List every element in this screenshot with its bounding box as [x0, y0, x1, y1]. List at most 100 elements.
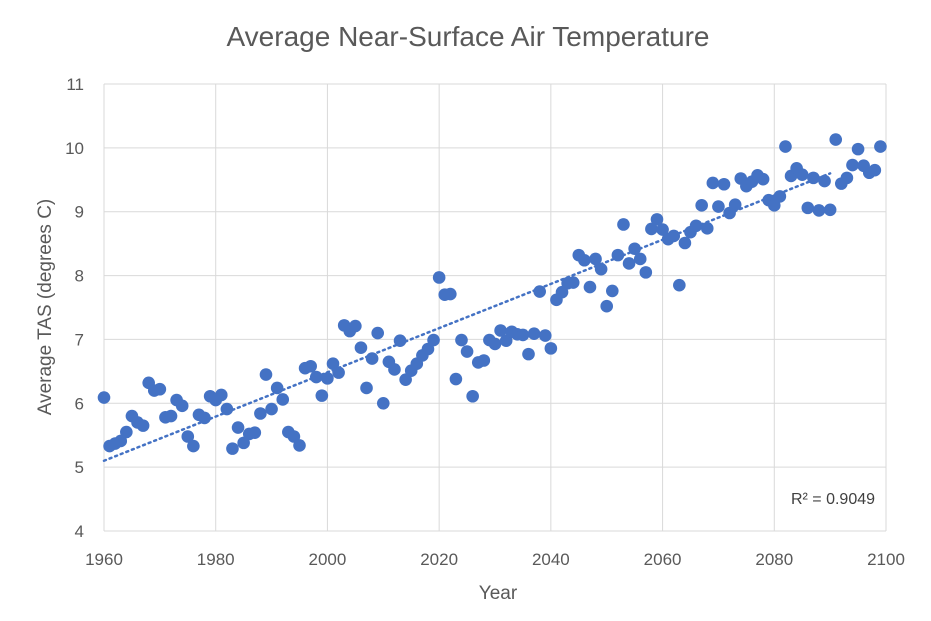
data-point — [728, 198, 742, 211]
trendline — [102, 172, 832, 463]
data-point — [712, 200, 725, 213]
data-point — [717, 177, 731, 191]
data-point — [153, 382, 167, 396]
data-point — [566, 276, 580, 289]
data-point — [544, 342, 558, 355]
data-point — [578, 253, 591, 267]
data-point — [645, 222, 658, 236]
data-point — [667, 229, 681, 243]
data-point — [673, 278, 686, 292]
data-point — [315, 389, 329, 402]
data-point — [516, 328, 530, 342]
data-point — [321, 372, 334, 385]
data-point — [265, 402, 278, 416]
x-axis-label: Year — [479, 583, 518, 604]
data-point — [181, 430, 195, 443]
data-point — [589, 252, 602, 266]
data-point — [248, 426, 262, 439]
data-point — [617, 218, 630, 231]
data-point — [376, 396, 390, 410]
x-tick-label: 1960 — [85, 550, 123, 569]
data-point — [594, 262, 608, 276]
data-point — [874, 140, 887, 153]
data-point — [120, 425, 133, 439]
data-point — [628, 242, 641, 256]
x-tick-label: 2100 — [867, 550, 905, 569]
y-tick-label: 10 — [65, 139, 84, 158]
data-point — [840, 171, 854, 185]
data-point — [371, 326, 385, 340]
y-tick-label: 8 — [75, 267, 84, 286]
data-point — [354, 341, 368, 355]
data-point — [215, 388, 228, 402]
chart-title: Average Near-Surface Air Temperature — [227, 21, 710, 52]
data-point — [633, 252, 647, 266]
data-point — [488, 337, 502, 351]
data-point — [388, 363, 401, 376]
data-point — [304, 359, 317, 373]
y-tick-label: 4 — [75, 522, 84, 541]
data-point — [220, 402, 234, 416]
x-tick-label: 2040 — [532, 550, 570, 569]
data-point — [606, 284, 619, 298]
data-point — [259, 368, 273, 381]
x-tick-label: 2060 — [644, 550, 682, 569]
data-point — [527, 327, 541, 340]
data-point — [360, 381, 373, 395]
x-tick-label: 2080 — [755, 550, 793, 569]
data-point — [444, 287, 457, 301]
data-point — [829, 133, 843, 146]
x-tick-label: 1980 — [197, 550, 235, 569]
data-point — [611, 248, 625, 262]
data-point — [226, 442, 239, 455]
data-point — [522, 347, 535, 361]
data-point — [533, 285, 546, 298]
data-points — [97, 133, 887, 455]
data-point — [449, 372, 463, 386]
data-point — [700, 222, 714, 235]
data-point — [779, 140, 792, 153]
data-point — [818, 174, 831, 188]
y-axis-label: Average TAS (degrees C) — [35, 199, 56, 416]
x-tick-label: 2000 — [309, 550, 347, 569]
y-tick-label: 7 — [75, 330, 84, 349]
data-point — [678, 236, 692, 250]
data-point — [538, 329, 552, 342]
data-point — [164, 409, 178, 423]
data-point — [136, 419, 150, 432]
data-point — [427, 333, 440, 347]
data-point — [198, 411, 211, 425]
data-point — [365, 352, 379, 365]
data-point — [231, 421, 245, 434]
data-point — [97, 391, 111, 404]
r-squared-label: R² = 0.9049 — [791, 491, 875, 508]
data-point — [868, 163, 882, 177]
data-point — [622, 257, 636, 270]
data-point — [455, 333, 468, 347]
data-point — [460, 345, 474, 358]
data-point — [851, 142, 865, 156]
data-point — [706, 176, 720, 190]
data-point — [695, 199, 708, 212]
data-point — [689, 219, 703, 233]
data-point — [846, 158, 859, 172]
data-point — [494, 324, 507, 337]
y-tick-label: 5 — [75, 458, 84, 477]
data-point — [807, 171, 820, 185]
data-point — [309, 370, 323, 384]
data-point — [639, 266, 653, 279]
data-point — [812, 204, 826, 217]
data-point — [432, 271, 446, 284]
data-point — [276, 393, 290, 406]
data-point — [583, 280, 597, 294]
y-tick-label: 6 — [75, 394, 84, 413]
data-point — [795, 168, 809, 181]
data-point — [650, 213, 664, 226]
data-point — [466, 389, 479, 403]
x-axis-ticks: 1960 1980 2000 2020 2040 2060 2080 2100 — [85, 550, 905, 569]
data-point — [187, 439, 200, 453]
data-point — [293, 439, 306, 452]
data-point — [175, 399, 189, 413]
y-tick-label: 9 — [75, 203, 84, 222]
